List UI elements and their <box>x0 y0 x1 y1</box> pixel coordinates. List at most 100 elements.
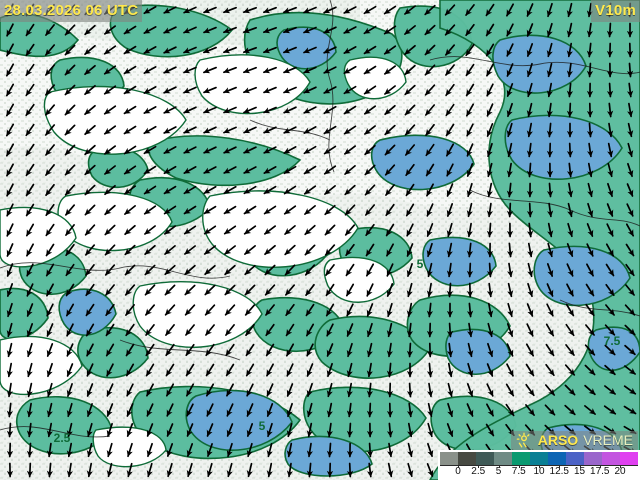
wind-arrow <box>424 4 436 16</box>
wind-arrow <box>46 303 54 317</box>
wind-arrow <box>65 263 75 277</box>
legend-tick-15: 15 <box>573 466 586 477</box>
wind-arrow <box>6 342 13 358</box>
wind-arrow <box>446 282 454 298</box>
wind-arrow <box>445 83 455 97</box>
wind-arrow <box>306 402 313 418</box>
wind-arrow <box>144 304 156 316</box>
wind-arrow <box>266 403 274 417</box>
wind-arrow <box>223 166 237 174</box>
wind-arrow <box>203 86 217 94</box>
wind-arrow <box>486 123 494 137</box>
wind-arrow <box>546 283 554 297</box>
wind-arrow <box>163 106 177 114</box>
wind-arrow <box>486 403 494 417</box>
wind-arrow <box>383 25 397 35</box>
wind-arrow <box>445 103 455 117</box>
wind-arrow <box>387 462 394 478</box>
wind-arrow <box>586 122 594 138</box>
wind-arrow <box>166 462 173 478</box>
wind-arrow <box>143 46 157 54</box>
wind-arrow <box>246 423 254 437</box>
wind-arrow <box>146 423 154 437</box>
wind-arrow <box>605 304 615 316</box>
wind-arrow <box>225 343 235 357</box>
color-scale-legend[interactable]: 0 2.5 5 7.5 10 12.5 15 17.5 20 <box>438 450 640 480</box>
wind-arrow <box>406 322 414 338</box>
wind-arrow <box>45 263 55 277</box>
legend-swatch-10 <box>620 452 638 465</box>
wind-arrow <box>624 365 636 375</box>
wind-arrow <box>205 324 215 336</box>
wind-arrow <box>506 363 514 377</box>
wind-arrow <box>465 63 475 77</box>
wind-arrow <box>143 165 157 175</box>
wind-arrow <box>46 422 53 438</box>
wind-arrow <box>124 244 136 256</box>
wind-arrow <box>566 22 573 38</box>
wind-arrow <box>25 23 35 37</box>
wind-arrow <box>364 164 376 176</box>
wind-arrow <box>386 422 394 438</box>
wind-arrow <box>346 362 353 378</box>
wind-arrow <box>66 402 73 418</box>
wind-arrow <box>123 125 137 135</box>
wind-arrow <box>244 284 256 296</box>
wind-arrow <box>486 182 493 198</box>
wind-arrow <box>25 103 35 117</box>
wind-arrow <box>564 384 576 396</box>
wind-arrow <box>266 442 273 458</box>
wind-arrow <box>306 343 314 357</box>
wind-arrow <box>366 342 373 358</box>
wind-arrow <box>506 182 514 198</box>
wind-arrow <box>84 184 96 196</box>
parameter-label: V10m <box>591 0 640 22</box>
wind-arrow <box>183 225 197 235</box>
wind-arrow <box>86 403 93 417</box>
wind-arrow <box>386 342 393 358</box>
wind-arrow <box>566 2 573 18</box>
wind-arrow <box>466 242 474 258</box>
wind-arrow <box>46 402 53 418</box>
wind-arrow <box>505 403 515 417</box>
wind-arrow <box>545 343 555 357</box>
wind-arrow <box>626 82 634 98</box>
wind-arrow <box>283 126 297 134</box>
wind-arrow <box>25 43 35 57</box>
wind-arrow <box>404 5 416 15</box>
wind-arrow <box>65 303 75 317</box>
wind-arrow <box>163 86 177 94</box>
wind-arrow <box>124 205 136 215</box>
wind-arrow <box>84 164 96 176</box>
wind-arrow <box>323 145 337 155</box>
wind-arrow <box>383 65 397 75</box>
wind-arrow <box>544 384 556 396</box>
wind-arrow <box>427 382 434 398</box>
wind-arrow <box>565 303 575 317</box>
legend-tick-17p5: 17.5 <box>590 466 610 477</box>
wind-arrow <box>65 283 75 297</box>
wind-arrow <box>546 303 554 317</box>
wind-arrow <box>166 443 174 457</box>
wind-arrow <box>545 323 555 337</box>
wind-arrow <box>506 122 513 138</box>
wind-arrow <box>64 64 76 76</box>
wind-arrow <box>303 86 317 94</box>
valid-time-label: 28.03.2026 06 UTC <box>0 0 143 22</box>
wind-arrow <box>325 303 335 317</box>
wind-arrow <box>404 124 416 136</box>
wind-arrow <box>485 23 495 37</box>
wind-arrow <box>64 44 76 56</box>
wind-arrow <box>366 303 374 317</box>
wind-arrow <box>526 102 533 118</box>
wind-arrow <box>585 283 595 297</box>
wind-arrow <box>46 442 54 458</box>
wind-arrow <box>467 322 474 338</box>
arso-vreme-brand[interactable]: ARSO VREME <box>510 431 638 450</box>
wind-arrow <box>404 44 416 56</box>
wind-arrow <box>123 25 137 35</box>
wind-arrow <box>263 86 277 94</box>
wind-arrow <box>584 405 596 415</box>
wind-arrow <box>446 222 453 238</box>
